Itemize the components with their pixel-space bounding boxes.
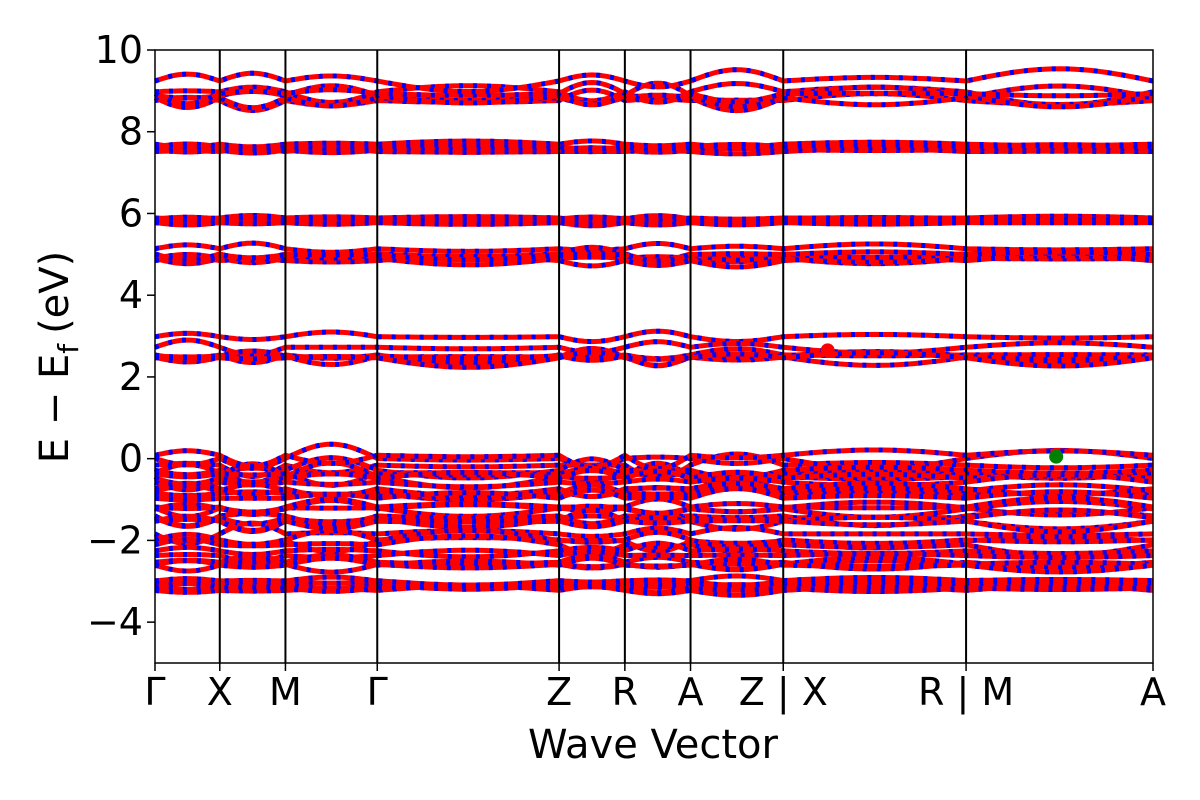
band-line-spin-up [154, 337, 1154, 358]
band-line-spin-up [154, 66, 1154, 95]
x-axis-title: Wave Vector [528, 722, 779, 768]
y-tick-label: −4 [87, 600, 143, 644]
band-line-spin-up [154, 213, 1154, 225]
y-tick-label: 6 [119, 191, 143, 235]
band-line-spin-up [154, 240, 1154, 255]
x-tick-label: Z [546, 670, 572, 714]
y-tick-label: 4 [119, 273, 143, 317]
band-line-spin-up [154, 516, 1154, 535]
band-line-spin-up [154, 495, 1154, 518]
band-line-spin-up [154, 480, 1154, 499]
y-axis-title-subscript: f [52, 343, 85, 354]
y-tick-label: 10 [95, 28, 143, 72]
cbm-marker [820, 343, 835, 358]
band-line-spin-up [153, 79, 1154, 107]
high-symmetry-lines [218, 50, 968, 663]
band-line-spin-up [154, 481, 1154, 502]
x-tick-label: A [678, 670, 704, 714]
band-line-spin-down [154, 486, 1154, 503]
y-axis-title-main: E − E [32, 354, 78, 464]
x-tick-label: M [269, 670, 302, 714]
y-axis-title: E − Ef (eV) [32, 251, 85, 464]
y-axis-title-unit: (eV) [32, 251, 78, 334]
band-line-spin-up [154, 80, 1154, 108]
band-line-spin-up [154, 447, 1154, 472]
band-line-spin-up [154, 346, 1153, 366]
band-line-spin-down [155, 349, 1154, 370]
band-line-spin-up [154, 555, 1154, 575]
x-tick-label: R [612, 670, 638, 714]
band-line-spin-up [154, 540, 1154, 560]
band-line-spin-up [154, 580, 1154, 596]
y-tick-label: 2 [119, 355, 143, 399]
band-line-spin-up [154, 547, 1154, 565]
y-tick-label: −2 [87, 518, 143, 562]
plot-frame [154, 49, 1154, 664]
x-tick-label: A [1140, 670, 1166, 714]
band-line-spin-up [154, 348, 1154, 369]
x-tick-label: R | M [918, 670, 1014, 715]
vbm-marker [1049, 449, 1064, 464]
svg-text:E − Ef(eV): E − Ef (eV) [32, 251, 85, 464]
x-tick-label: X [207, 670, 233, 714]
band-edge-markers [820, 343, 1064, 464]
band-line-spin-up [153, 520, 1154, 547]
band-line-spin-up [154, 328, 1154, 345]
band-line-spin-up [154, 141, 1154, 152]
band-line-spin-up [154, 249, 1154, 264]
y-tick-label: 0 [119, 437, 143, 481]
x-tick-label: Γ [367, 670, 388, 714]
x-tick-label: Z | X [739, 670, 828, 715]
y-tick-label: 8 [119, 110, 143, 154]
band-line-spin-up [154, 556, 1153, 575]
x-tick-label: Γ [144, 670, 165, 714]
band-line-spin-down [154, 220, 1153, 228]
band-line-spin-up [154, 220, 1153, 228]
band-lines-group [153, 66, 1154, 598]
band-line-spin-up [154, 533, 1154, 559]
band-line-spin-down [154, 574, 1154, 589]
band-line-spin-up [154, 138, 1154, 150]
y-axis-ticks: −4 −2 0 2 4 6 8 10 [87, 28, 155, 644]
